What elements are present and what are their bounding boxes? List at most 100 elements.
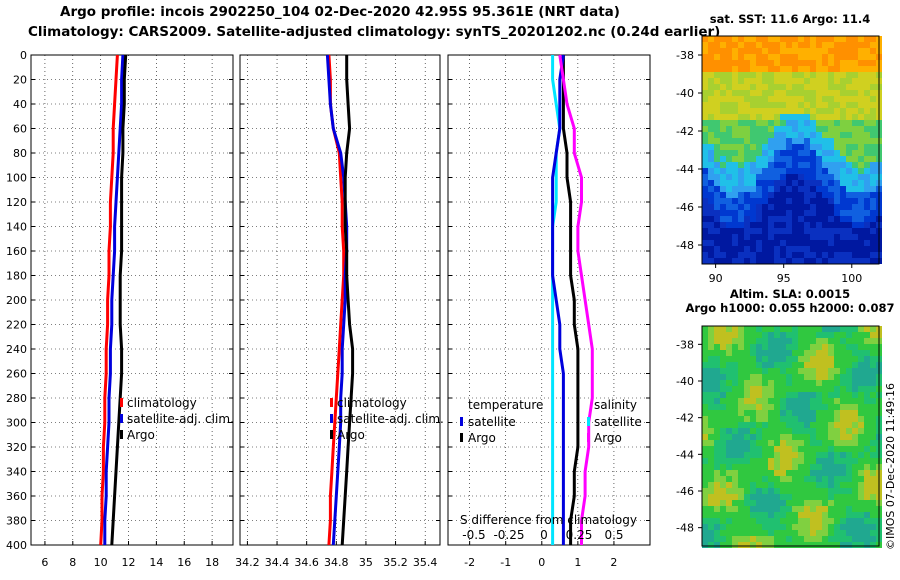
heatmap-cell xyxy=(786,494,792,500)
heatmap-cell xyxy=(786,512,792,518)
heatmap-cell xyxy=(834,72,840,78)
heatmap-cell xyxy=(744,350,750,356)
heatmap-cell xyxy=(870,84,876,90)
heatmap-cell xyxy=(768,78,774,84)
heatmap-cell xyxy=(798,332,804,338)
heatmap-cell xyxy=(846,162,852,168)
heatmap-cell xyxy=(720,84,726,90)
heatmap-cell xyxy=(744,428,750,434)
heatmap-cell xyxy=(732,126,738,132)
heatmap-cell xyxy=(810,96,816,102)
heatmap-cell xyxy=(744,362,750,368)
heatmap-cell xyxy=(708,258,714,264)
heatmap-cell xyxy=(846,36,852,42)
heatmap-cell xyxy=(738,162,744,168)
heatmap-cell xyxy=(762,168,768,174)
heatmap-cell xyxy=(780,350,786,356)
heatmap-cell xyxy=(750,66,756,72)
heatmap-cell xyxy=(816,506,822,512)
heatmap-cell xyxy=(702,198,708,204)
heatmap-cell xyxy=(852,332,858,338)
heatmap-cell xyxy=(840,192,846,198)
heatmap-cell xyxy=(822,458,828,464)
heatmap-cell xyxy=(810,428,816,434)
heatmap-cell xyxy=(768,518,774,524)
heatmap-cell xyxy=(720,440,726,446)
heatmap-cell xyxy=(840,132,846,138)
heatmap-cell xyxy=(762,488,768,494)
heatmap-cell xyxy=(804,368,810,374)
heatmap-cell xyxy=(708,150,714,156)
heatmap-cell xyxy=(852,398,858,404)
heatmap-cell xyxy=(864,108,870,114)
heatmap-cell xyxy=(852,222,858,228)
heatmap-cell xyxy=(738,446,744,452)
heatmap-cell xyxy=(720,326,726,332)
heatmap-cell xyxy=(840,66,846,72)
heatmap-cell xyxy=(858,422,864,428)
heatmap-cell xyxy=(768,368,774,374)
heatmap-cell xyxy=(864,374,870,380)
heatmap-cell xyxy=(816,488,822,494)
heatmap-cell xyxy=(768,72,774,78)
heatmap-cell xyxy=(762,48,768,54)
heatmap-cell xyxy=(774,90,780,96)
heatmap-cell xyxy=(834,524,840,530)
heatmap-cell xyxy=(768,446,774,452)
heatmap-cell xyxy=(822,90,828,96)
heatmap-cell xyxy=(708,162,714,168)
heatmap-cell xyxy=(798,144,804,150)
heatmap-cell xyxy=(774,488,780,494)
heatmap-cell xyxy=(798,138,804,144)
heatmap-cell xyxy=(858,204,864,210)
heatmap-cell xyxy=(792,374,798,380)
heatmap-cell xyxy=(720,228,726,234)
heatmap-cell xyxy=(786,36,792,42)
map-ytick-label: -40 xyxy=(676,375,694,388)
heatmap-cell xyxy=(822,144,828,150)
heatmap-cell xyxy=(834,144,840,150)
heatmap-cell xyxy=(762,132,768,138)
heatmap-cell xyxy=(714,380,720,386)
heatmap-cell xyxy=(858,72,864,78)
heatmap-cell xyxy=(846,198,852,204)
heatmap-cell xyxy=(738,108,744,114)
heatmap-cell xyxy=(702,350,708,356)
heatmap-cell xyxy=(816,150,822,156)
heatmap-cell xyxy=(708,132,714,138)
heatmap-cell xyxy=(708,488,714,494)
heatmap-cell xyxy=(816,174,822,180)
heatmap-cell xyxy=(702,368,708,374)
heatmap-cell xyxy=(834,126,840,132)
heatmap-cell xyxy=(744,476,750,482)
heatmap-cell xyxy=(804,198,810,204)
heatmap-cell xyxy=(840,162,846,168)
heatmap-cell xyxy=(792,452,798,458)
heatmap-cell xyxy=(726,114,732,120)
heatmap-cell xyxy=(732,368,738,374)
heatmap-cell xyxy=(804,54,810,60)
heatmap-cell xyxy=(834,542,840,548)
heatmap-cell xyxy=(804,162,810,168)
heatmap-cell xyxy=(828,138,834,144)
heatmap-cell xyxy=(822,36,828,42)
heatmap-cell xyxy=(834,410,840,416)
heatmap-cell xyxy=(762,234,768,240)
heatmap-cell xyxy=(744,440,750,446)
heatmap-cell xyxy=(822,326,828,332)
heatmap-cell xyxy=(858,416,864,422)
heatmap-cell xyxy=(774,198,780,204)
heatmap-cell xyxy=(822,60,828,66)
heatmap-cell xyxy=(846,464,852,470)
heatmap-cell xyxy=(864,186,870,192)
heatmap-cell xyxy=(822,500,828,506)
panel-1-xtick-label: 8 xyxy=(69,556,76,569)
heatmap-cell xyxy=(828,338,834,344)
heatmap-cell xyxy=(732,48,738,54)
heatmap-cell xyxy=(804,138,810,144)
heatmap-cell xyxy=(726,356,732,362)
heatmap-cell xyxy=(726,168,732,174)
heatmap-cell xyxy=(864,72,870,78)
heatmap-cell xyxy=(864,422,870,428)
heatmap-cell xyxy=(840,210,846,216)
